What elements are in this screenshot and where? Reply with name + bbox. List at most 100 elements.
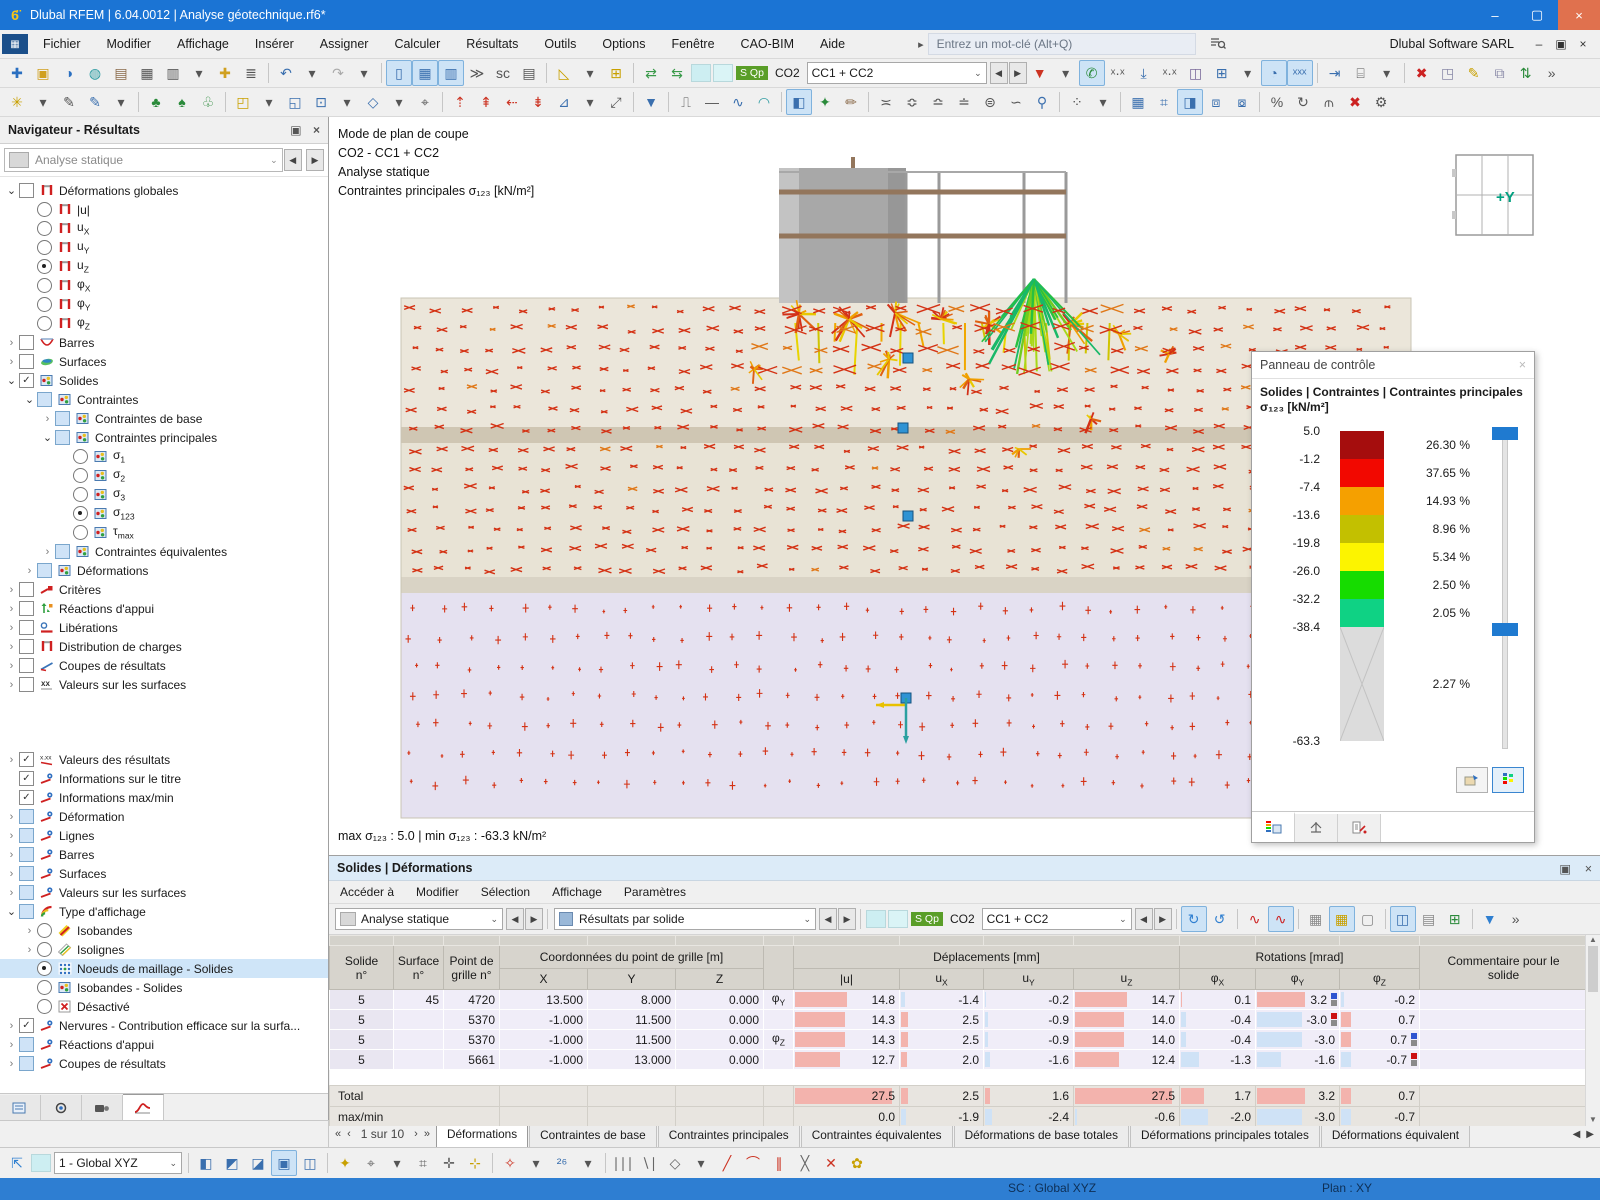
panel-nav-toggle-icon[interactable]: ▯: [386, 60, 412, 86]
eq3-icon[interactable]: ≏: [932, 93, 944, 110]
pencil-icon[interactable]: ✎: [63, 93, 75, 110]
table-next-button[interactable]: ▶: [525, 908, 543, 930]
parallel-icon[interactable]: ∥: [775, 1154, 783, 1171]
table-menu-modifier[interactable]: Modifier: [416, 885, 459, 899]
tree-checkbox[interactable]: [19, 866, 34, 881]
tree-checkbox[interactable]: [37, 563, 52, 578]
link2-icon[interactable]: ⇆: [671, 64, 683, 81]
tree-checkbox[interactable]: ✓: [19, 373, 34, 388]
tree-checkbox[interactable]: [19, 828, 34, 843]
vis1-icon[interactable]: ◧: [199, 1154, 213, 1171]
tree-radio[interactable]: [37, 259, 52, 274]
jump-icon[interactable]: ⇱: [11, 1154, 23, 1171]
connect-icon[interactable]: ◑: [64, 65, 74, 81]
link1-icon[interactable]: ⇄: [645, 64, 657, 81]
tree-checkbox[interactable]: [19, 620, 34, 635]
table-cc-select[interactable]: CC1 + CC2 ⌄: [981, 908, 1132, 930]
snap5-icon[interactable]: ⊹: [469, 1154, 481, 1171]
tree-radio[interactable]: [37, 221, 52, 236]
tree-checkbox[interactable]: [55, 430, 70, 445]
tree-checkbox[interactable]: [19, 847, 34, 862]
model-viewport[interactable]: +Y Mode de plan de coupe CO2 - CC1 + CC2 A…: [329, 117, 1600, 855]
axes-icon[interactable]: ⇅: [1519, 64, 1532, 81]
tree-item-r-actions-d-appui[interactable]: › Réactions d'appui: [0, 599, 328, 618]
menu-fen-tre[interactable]: Fenêtre: [671, 37, 715, 51]
rhomb-icon[interactable]: ◇: [367, 93, 379, 110]
tree-expander-icon[interactable]: ›: [9, 621, 14, 634]
tree-expander-icon[interactable]: ›: [9, 867, 14, 880]
tree-item--[interactable]: σ2: [0, 466, 328, 485]
tree-checkbox[interactable]: [19, 677, 34, 692]
edit-cube-icon[interactable]: ✎: [1467, 64, 1480, 81]
tree-checkbox[interactable]: [19, 1037, 34, 1052]
tree-radio[interactable]: [73, 487, 88, 502]
minimize-button[interactable]: –: [1491, 7, 1499, 23]
tree-expander-icon[interactable]: ›: [27, 564, 32, 577]
tree-expander-icon[interactable]: ›: [27, 943, 32, 956]
tree-item-contraintes-principales[interactable]: ⌄ Contraintes principales: [0, 428, 328, 447]
rotate-icon[interactable]: ↻: [1297, 93, 1309, 110]
copy-cube-icon[interactable]: ⧉: [1494, 64, 1505, 81]
snap2-dd-icon[interactable]: ▾: [393, 1154, 401, 1171]
spline-icon[interactable]: ✿: [851, 1154, 863, 1171]
tree-item--[interactable]: σ123: [0, 504, 328, 523]
tree-expander-icon[interactable]: ›: [45, 545, 50, 558]
sel1-dd-icon[interactable]: ▾: [265, 93, 273, 110]
guide2-icon[interactable]: ²⁶: [556, 1155, 568, 1171]
tree-checkbox[interactable]: [19, 1056, 34, 1071]
tree-radio[interactable]: [73, 468, 88, 483]
eq6-icon[interactable]: ∽: [1010, 93, 1022, 110]
box-dd-icon[interactable]: ▾: [343, 93, 351, 110]
tree-checkbox[interactable]: [19, 904, 34, 919]
table-dd2-icon[interactable]: ▾: [1244, 64, 1252, 81]
tabs-scroll-right-icon[interactable]: ▶: [1586, 1128, 1594, 1140]
brush-icon[interactable]: ✏: [845, 93, 857, 110]
tree-radio[interactable]: [37, 202, 52, 217]
panel-colors-toggle-icon[interactable]: ▥: [438, 60, 464, 86]
tree-expander-icon[interactable]: ›: [9, 848, 14, 861]
color-swatch[interactable]: [691, 64, 711, 82]
chart1-icon[interactable]: ∿: [1248, 910, 1261, 927]
eq2-icon[interactable]: ≎: [906, 93, 918, 110]
mesh2-icon[interactable]: ⌗: [1160, 93, 1168, 110]
menu-options[interactable]: Options: [602, 37, 646, 51]
tree-item-informations-max-min[interactable]: ✓ Informations max/min: [0, 788, 328, 807]
abacus-dd-icon[interactable]: ▾: [1383, 64, 1391, 81]
tree-checkbox[interactable]: [19, 335, 34, 350]
chart2-icon[interactable]: ∿: [1267, 906, 1294, 932]
menu-aide[interactable]: Aide: [820, 37, 846, 51]
tree-item-contraintes-quivalentes[interactable]: › Contraintes équivalentes: [0, 542, 328, 561]
line1-icon[interactable]: ∣∣∣: [612, 1154, 634, 1171]
sync-down-icon[interactable]: ↻: [1180, 906, 1207, 932]
tab-results[interactable]: [123, 1094, 164, 1120]
tree-expander-icon[interactable]: ›: [9, 1057, 14, 1070]
node-dd-icon[interactable]: ▾: [39, 93, 47, 110]
tree-item-coupes-de-r-sultats[interactable]: › Coupes de résultats: [0, 1054, 328, 1073]
tree-item-lignes[interactable]: › Lignes: [0, 826, 328, 845]
tab-views[interactable]: [82, 1095, 123, 1120]
control-panel-close-icon[interactable]: ×: [1518, 358, 1526, 372]
table-row[interactable]: 5 5370 -1.000 11.500 0.000 14.3 2.5 -0.9 14.0 -0.…: [329, 1009, 1588, 1030]
tree-item--[interactable]: σ1: [0, 447, 328, 466]
building2-icon[interactable]: ◫: [1389, 906, 1416, 932]
mdi-restore-icon[interactable]: ▣: [1555, 37, 1567, 51]
tree-item-d-formations-globales[interactable]: ⌄ Déformations globales: [0, 181, 328, 200]
settings-icon[interactable]: ⚙: [1374, 93, 1388, 110]
tree-item-solides[interactable]: ⌄ ✓ Solides: [0, 371, 328, 390]
table-empty-icon[interactable]: ▢: [1361, 910, 1375, 927]
sheet-tab-d-formations-de-base-totales[interactable]: Déformations de base totales: [953, 1122, 1130, 1147]
min-icon[interactable]: ⤓: [1140, 64, 1147, 81]
tree1-icon[interactable]: ♣: [151, 94, 161, 110]
table-close-icon[interactable]: ×: [1584, 861, 1592, 876]
tabs-scroll-left-icon[interactable]: ◀: [1572, 1128, 1581, 1140]
tree-radio[interactable]: [37, 923, 52, 938]
tree-expander-icon[interactable]: ›: [9, 678, 14, 691]
tree-checkbox[interactable]: ✓: [19, 790, 34, 805]
tree-item-barres[interactable]: › Barres: [0, 333, 328, 352]
tree-item-informations-sur-le-titre[interactable]: ✓ Informations sur le titre: [0, 769, 328, 788]
tree-radio[interactable]: [37, 999, 52, 1014]
surf-icon[interactable]: ◠: [757, 93, 771, 110]
sel1-icon[interactable]: ◰: [236, 93, 250, 110]
table-cc-prev-button[interactable]: ◀: [1134, 908, 1153, 930]
new-model-icon[interactable]: ✚: [11, 64, 23, 81]
